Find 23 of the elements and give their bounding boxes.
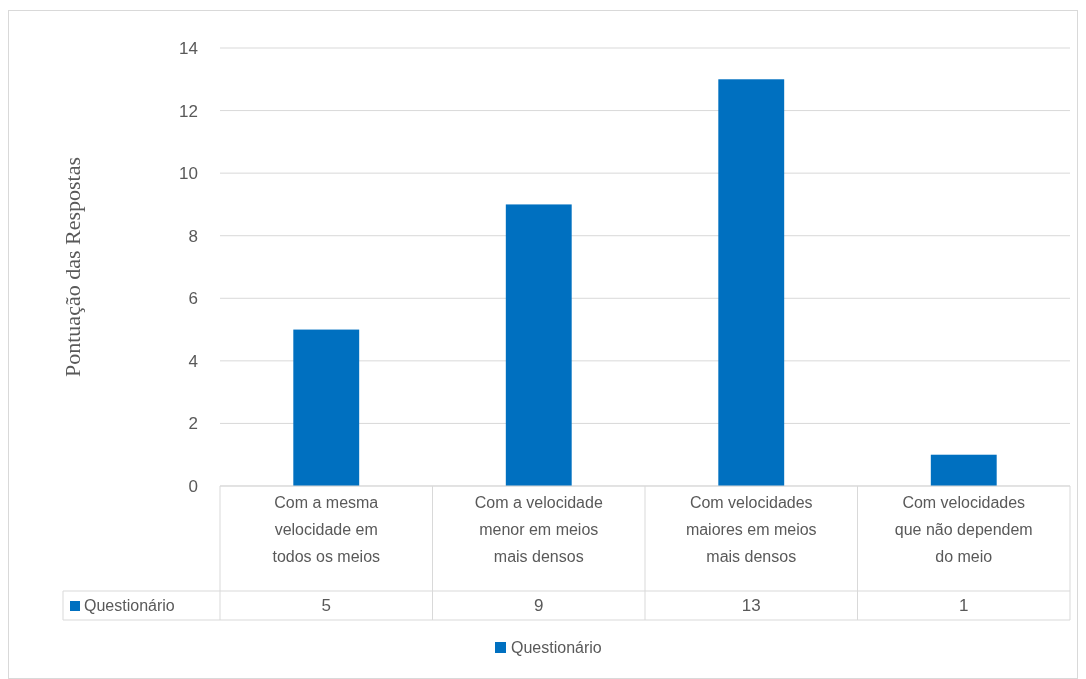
y-tick-label: 8 <box>188 226 198 246</box>
y-tick-label: 2 <box>188 414 198 434</box>
data-label: 1 <box>959 596 969 616</box>
bar <box>930 454 997 486</box>
text: Questionário <box>84 597 175 615</box>
bar <box>505 204 572 486</box>
x-tick-label: Com a velocidade menor em meios mais densos <box>474 494 603 565</box>
data-label: 5 <box>321 596 331 616</box>
bar <box>293 329 360 486</box>
x-tick-label: Com velocidades que não dependem do meio <box>894 494 1033 565</box>
y-tick-label: 14 <box>179 38 198 58</box>
y-tick-label: 10 <box>179 164 198 184</box>
legend-label: Questionário <box>511 638 602 656</box>
data-label: 9 <box>534 596 544 616</box>
x-tick-label: Com a mesma velocidade em todos os meios <box>272 494 381 565</box>
x-tick-label: Com velocidades maiores em meios mais densos <box>685 494 817 565</box>
y-tick-label: 4 <box>188 351 198 371</box>
y-tick-label: 12 <box>179 101 198 121</box>
y-axis-title: Pontuação das Respostas <box>60 157 85 377</box>
y-tick-label: 0 <box>188 476 198 496</box>
data-label: 13 <box>741 596 761 616</box>
bar <box>718 79 785 486</box>
y-tick-label: 6 <box>188 289 198 309</box>
